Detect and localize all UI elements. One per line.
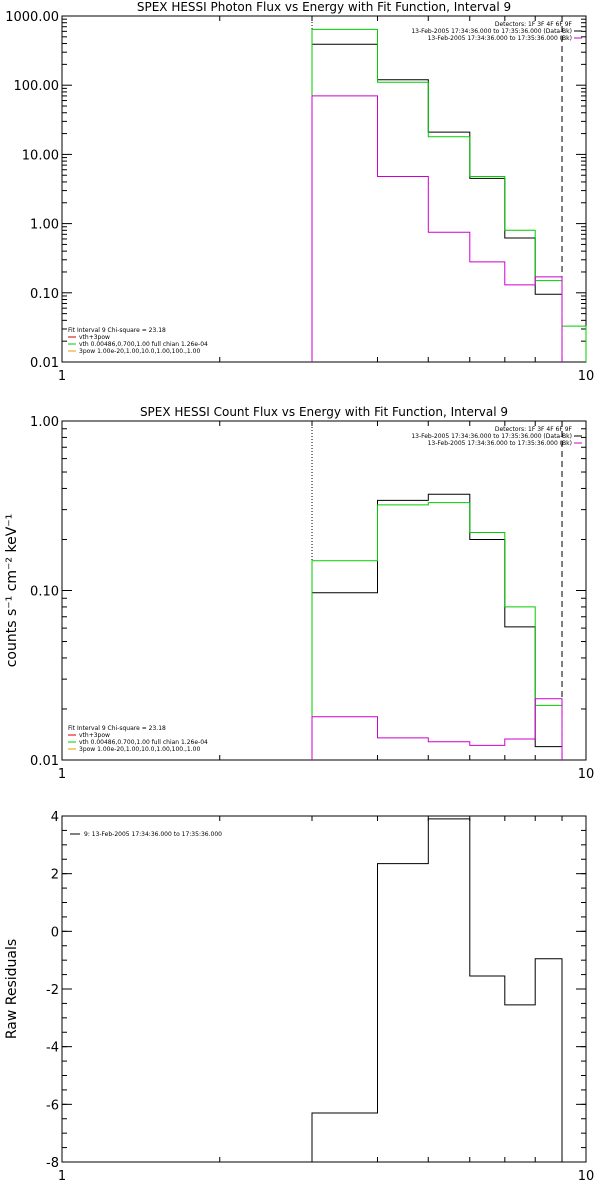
y-tick-label: 0.01 — [30, 356, 59, 371]
y-tick-label: 0 — [51, 925, 59, 940]
y-tick-label: -8 — [46, 1156, 59, 1171]
y-tick-label: 0.10 — [30, 585, 59, 600]
y-tick-label: 10.00 — [22, 148, 59, 163]
y-axis-label: Raw Residuals — [4, 939, 20, 1039]
legend-header: Detectors: 1F 3F 4F 6F 9F — [495, 21, 573, 28]
legend-entry-text: vth 0.00486,0.700,1.00 full chian 1.26e-… — [79, 341, 208, 348]
legend-entry-text: 13-Feb-2005 17:34:36.000 to 17:35:36.000… — [428, 440, 572, 447]
x-tick-label: 1 — [58, 1169, 66, 1184]
legend-entry-text: 13-Feb-2005 17:34:36.000 to 17:35:36.000… — [411, 433, 572, 440]
y-tick-label: -2 — [46, 983, 59, 998]
x-tick-label: 10 — [578, 767, 595, 782]
y-tick-label: -4 — [46, 1041, 59, 1056]
series-step-line-magenta — [311, 698, 563, 760]
y-tick-label: 2 — [51, 868, 59, 883]
y-tick-label: 1000.00 — [5, 10, 59, 25]
y-tick-label: 1.00 — [30, 218, 59, 233]
plot-frame — [61, 15, 587, 363]
legend-header: Fit Interval 9 Chi-square = 23.18 — [68, 725, 166, 732]
legend-entry-text: 9: 13-Feb-2005 17:34:36.000 to 17:35:36.… — [84, 831, 222, 838]
series-step-line-green — [311, 502, 563, 760]
y-tick-label: 0.01 — [30, 754, 59, 769]
legend-entry-text: vth+3pow — [79, 334, 110, 341]
x-tick-label: 10 — [578, 1169, 595, 1184]
series-step-line-green — [311, 28, 587, 362]
y-axis-label: counts s⁻¹ cm⁻² keV⁻¹ — [4, 514, 20, 668]
legend-entry-text: vth+3pow — [79, 732, 110, 739]
y-tick-label: 4 — [51, 810, 59, 825]
legend-entry-text: 3pow 1.00e-20,1.00,10.0,1.00,100.,1.00 — [79, 348, 200, 355]
legend-entry-text: vth 0.00486,0.700,1.00 full chian 1.26e-… — [79, 739, 208, 746]
legend-entry-text: 13-Feb-2005 17:34:36.000 to 17:35:36.000… — [411, 28, 572, 35]
chart-panel-3: 1 10 4 2 0 -2 -4 -6 -8 Raw Residuals 9: 13-Feb-200… — [4, 810, 594, 1184]
plot-frame — [61, 815, 587, 1163]
chart-panel-2: SPEX HESSI Count Flux vs Energy with Fit… — [4, 405, 594, 782]
series-step-line-black — [311, 493, 563, 760]
series-step-line-black — [311, 43, 563, 362]
series-step-line-magenta — [311, 95, 563, 362]
y-tick-label: 1.00 — [30, 415, 59, 430]
x-tick-label: 10 — [578, 369, 595, 384]
chart-title: SPEX HESSI Photon Flux vs Energy with Fi… — [137, 0, 511, 14]
legend-entry-text: 3pow 1.00e-20,1.00,10.0,1.00,100.,1.00 — [79, 746, 200, 753]
y-tick-label: 100.00 — [14, 79, 60, 94]
chart-title: SPEX HESSI Count Flux vs Energy with Fit… — [140, 405, 508, 419]
chart-panel-1: SPEX HESSI Photon Flux vs Energy with Fi… — [5, 0, 594, 384]
y-tick-label: -6 — [46, 1098, 59, 1113]
x-tick-label: 1 — [58, 767, 66, 782]
legend-header: Detectors: 1F 3F 4F 6F 9F — [495, 426, 573, 433]
legend-entry-text: 13-Feb-2005 17:34:36.000 to 17:35:36.000… — [428, 35, 572, 42]
plot-frame — [61, 420, 587, 761]
y-tick-label: 0.10 — [30, 287, 59, 302]
series-step-line-black — [311, 818, 563, 1162]
x-tick-label: 1 — [58, 369, 66, 384]
legend-header: Fit Interval 9 Chi-square = 23.18 — [68, 327, 166, 334]
